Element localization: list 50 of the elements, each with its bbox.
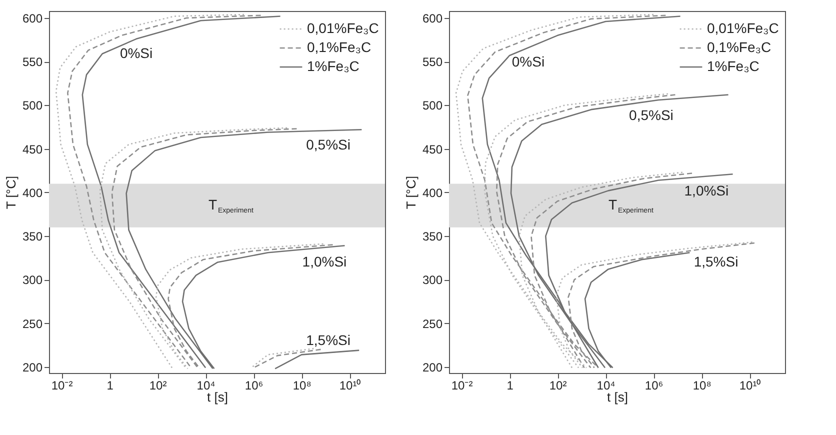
x-tick-label: 10¹⁰ [339,378,361,392]
x-tick-label: 1 [106,378,114,392]
x-tick-label: 10⁴ [196,378,216,392]
annotation: 1,5%Si [306,332,350,348]
annotation: 0,5%Si [629,106,674,123]
annotation: 0%Si [512,54,545,70]
y-tick-label: 250 [22,316,43,331]
legend-label: 0,1%Fe₃C [707,39,772,55]
legend-label: 0,1%Fe₃C [307,39,372,55]
annotation: 1,0%Si [684,182,729,199]
legend-label: 1%Fe₃C [307,58,360,74]
annotation: 0%Si [120,44,153,61]
annotation: 0,5%Si [306,136,350,153]
y-tick-label: 250 [422,316,443,331]
y-tick-label: 350 [422,230,443,244]
y-tick-label: 200 [22,360,43,374]
y-tick-label: 300 [422,273,443,288]
y-axis-title: T [°C] [3,176,18,210]
x-tick-label: 10² [549,378,567,392]
y-tick-label: 350 [22,230,43,244]
x-tick-label: 10⁴ [596,378,616,392]
y-tick-label: 450 [22,142,43,156]
x-tick-label: 10⁸ [292,378,312,392]
x-tick-label: 10⁻² [51,378,73,392]
x-tick-label: 1 [506,378,514,392]
x-tick-label: 10⁶ [244,378,264,392]
x-tick-label: 10⁸ [692,378,712,392]
x-tick-label: 10⁶ [644,378,664,392]
y-tick-label: 400 [22,186,43,200]
annotation: 1,0%Si [302,253,347,270]
y-tick-label: 600 [22,11,43,26]
y-tick-label: 450 [422,142,443,156]
x-tick-label: 10² [149,378,167,392]
y-tick-label: 550 [22,55,43,70]
y-tick-label: 500 [22,98,43,113]
x-axis-title: t [s] [607,390,628,404]
x-axis-title: t [s] [207,390,228,404]
legend-label: 1%Fe₃C [707,58,760,74]
y-tick-label: 400 [422,186,443,200]
legend-label: 0,01%Fe₃C [307,20,379,36]
y-tick-label: 300 [22,273,43,288]
y-tick-label: 500 [422,98,443,113]
annotation: 1,5%Si [694,253,738,270]
legend-label: 0,01%Fe₃C [707,20,779,36]
y-tick-label: 200 [422,360,443,374]
x-tick-label: 10⁻² [451,378,473,392]
x-tick-label: 10¹⁰ [739,378,761,392]
y-tick-label: 550 [422,55,443,70]
y-axis-title: T [°C] [403,176,418,210]
y-tick-label: 600 [422,11,443,26]
